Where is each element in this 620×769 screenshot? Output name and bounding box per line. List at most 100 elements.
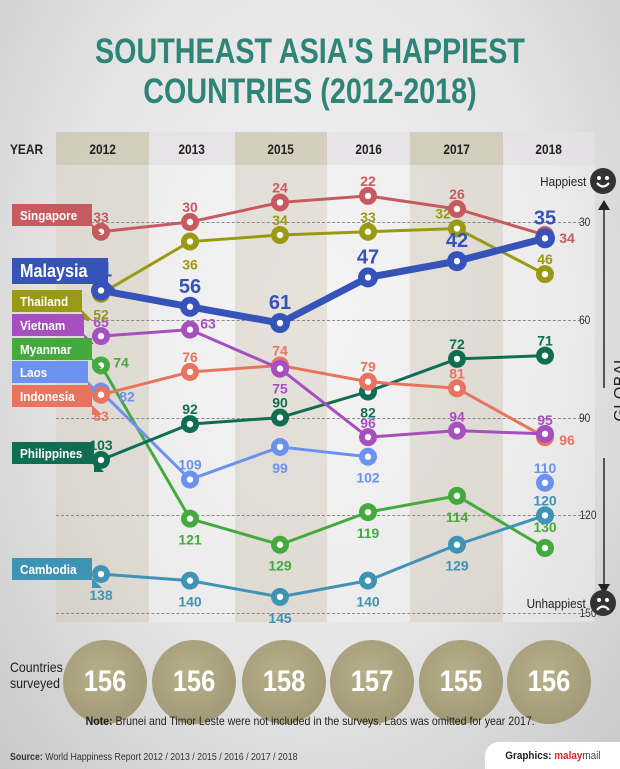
line-segment-cambodia-2015-2016 [278,579,370,599]
note-bold: Note: [85,714,113,728]
data-label-vietnam-2012: 65 [93,314,109,330]
data-label-singapore-2018: 34 [559,230,575,246]
gridline-90 [56,417,586,419]
point-center-vietnam-2015 [276,365,284,372]
data-label-thailand-2017: 32 [435,206,451,222]
point-center-laos-2016 [364,453,372,460]
point-center-cambodia-2013 [186,577,194,584]
line-segment-cambodia-2016-2017 [366,543,459,583]
point-center-indonesia-2016 [364,378,372,385]
data-label-indonesia-2015: 74 [272,342,288,358]
series-vietnam: 65 63 75 96 94 95 [92,314,554,447]
data-label-myanmar-2017: 114 [446,509,469,525]
country-tag-malaysia: Malaysia [12,258,118,292]
country-tag-thailand: Thailand [12,290,92,320]
data-label-vietnam-2017: 94 [449,409,465,425]
sad-face-icon [590,590,616,616]
data-label-philippines-2015: 90 [272,395,288,411]
data-label-myanmar-2012: 74 [113,354,129,370]
line-segment-philippines-2016-2017 [366,357,459,394]
line-segment-vietnam-2013-2015 [188,328,282,371]
point-center-vietnam-2012 [97,332,105,340]
countries-surveyed-2015: 158 [242,640,326,724]
data-label-cambodia-2012: 138 [89,587,113,603]
source-bold: Source: [10,752,43,763]
country-tag-singapore: Singapore [12,204,102,234]
point-center-laos-2015 [276,443,284,451]
line-segment-cambodia-2013-2015 [188,579,282,599]
point-center-philippines-2018 [541,352,549,359]
arrow-up-icon [598,200,610,210]
line-segment-laos-2015-2016 [278,445,370,459]
country-tag-label: Myanmar [20,341,72,357]
country-tag-laos: Laos [12,361,98,391]
point-center-philippines-2017 [453,355,461,363]
point-center-singapore-2015 [276,199,284,206]
country-tag-label: Philippines [20,445,83,461]
line-segment-myanmar-2017-2018 [455,494,547,550]
point-center-vietnam-2013 [186,326,194,333]
data-label-myanmar-2015: 129 [268,558,292,574]
line-segment-philippines-2012-2013 [99,422,192,462]
data-label-thailand-2013: 36 [182,257,198,273]
point-center-myanmar-2015 [276,541,284,548]
point-center-singapore-2016 [364,192,372,200]
data-label-singapore-2013: 30 [182,199,198,215]
point-center-malaysia-2016 [364,274,372,281]
country-tag-label: Thailand [20,293,69,309]
point-center-cambodia-2016 [364,577,372,584]
year-header-2016: 2016 [327,132,410,165]
point-center-thailand-2015 [276,231,284,239]
data-label-cambodia-2015: 145 [268,610,292,626]
credit-prefix: Graphics: [504,749,554,762]
point-center-laos-2018 [541,479,549,486]
point-center-myanmar-2018 [541,544,549,552]
line-segment-cambodia-2012-2013 [99,572,192,583]
point-center-cambodia-2015 [276,593,284,601]
data-label-myanmar-2018: 130 [533,519,557,535]
country-tag-label: Singapore [20,207,78,223]
point-center-philippines-2013 [186,420,194,428]
data-label-cambodia-2017: 129 [445,558,469,574]
countries-surveyed-2012: 156 [63,640,147,724]
countries-surveyed-2018: 156 [507,640,591,724]
unhappiest-label: Unhappiest [526,596,586,611]
country-tag-label: Indonesia [20,388,75,404]
data-label-vietnam-2015: 75 [272,381,288,397]
point-center-philippines-2015 [276,414,284,421]
happiest-label: Happiest [539,174,586,189]
line-segment-myanmar-2016-2017 [366,494,459,514]
line-segment-cambodia-2017-2018 [455,513,547,547]
line-segment-vietnam-2015-2016 [278,367,370,439]
point-center-thailand-2018 [541,270,549,278]
line-segment-indonesia-2012-2013 [99,370,192,397]
data-label-singapore-2017: 26 [449,186,465,202]
point-center-vietnam-2017 [453,427,461,434]
country-tag-myanmar: Myanmar [12,338,102,368]
data-label-laos-2016: 102 [356,470,380,486]
data-label-malaysia-2017: 42 [446,230,468,252]
country-tag-philippines: Philippines [12,442,104,472]
line-segment-myanmar-2013-2015 [188,517,282,547]
data-label-cambodia-2013: 140 [178,594,202,610]
line-segment-laos-2012-2013 [99,390,192,482]
data-label-philippines-2016: 82 [360,405,376,421]
line-segment-vietnam-2016-2017 [366,429,459,439]
line-segment-vietnam-2012-2013 [99,328,192,338]
data-label-vietnam-2018: 95 [537,412,553,428]
axis-arrow-down-line [603,458,605,588]
series-cambodia: 138 140 145 140 129 120 [89,492,557,626]
line-segment-thailand-2016-2017 [366,227,459,234]
country-tag-cambodia: Cambodia [12,558,102,588]
data-label-cambodia-2018: 120 [533,492,557,508]
point-center-malaysia-2012 [97,287,105,294]
gridline-30 [56,222,586,223]
data-label-myanmar-2016: 119 [357,525,380,541]
source-line: Source: World Happiness Report 2012 / 20… [10,752,337,763]
data-label-laos-2015: 99 [272,460,288,476]
point-center-thailand-2017 [453,225,461,232]
data-label-vietnam-2013: 63 [200,316,216,332]
line-segment-singapore-2015-2016 [278,194,370,204]
point-center-malaysia-2013 [186,303,194,310]
line-segment-philippines-2017-2018 [455,354,547,361]
